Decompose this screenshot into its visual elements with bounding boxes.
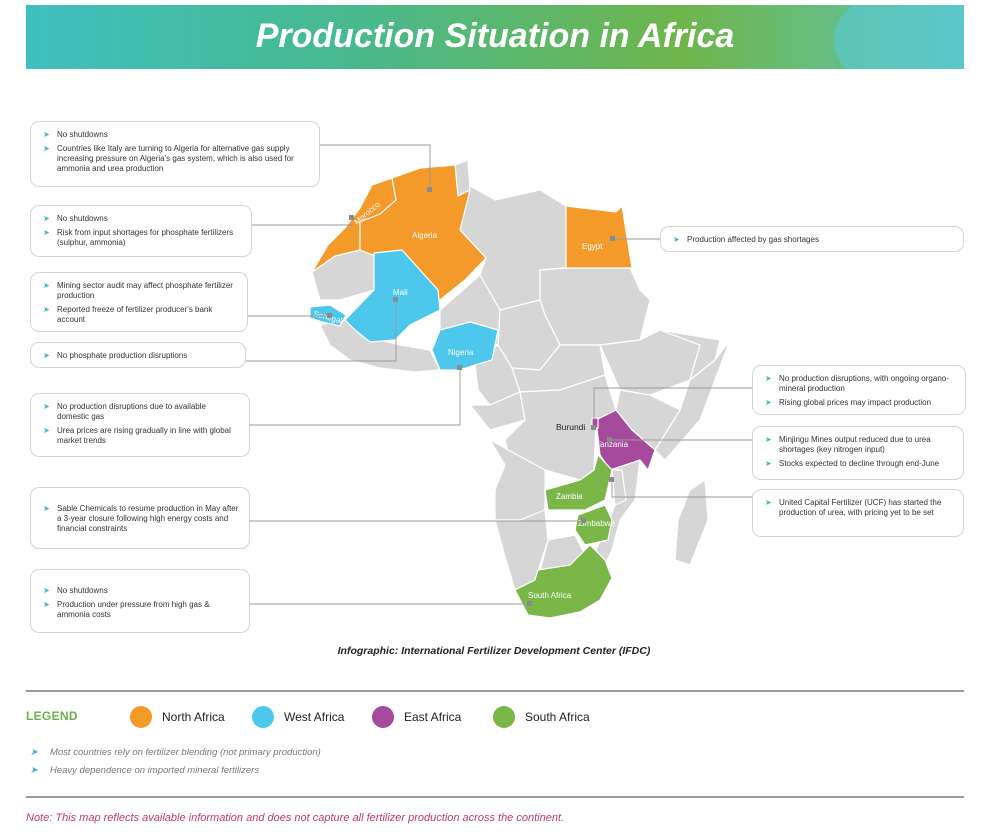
- callout-item: ➤ No production disruptions, with ongoing…: [765, 374, 949, 393]
- callout-item: ➤ Production affected by gas shortages: [673, 235, 819, 244]
- callout-zimbabwe: ➤ Sable Chemicals to resume production in…: [30, 487, 250, 549]
- bullet-arrow-icon: ➤: [43, 504, 50, 513]
- callout-senegal: ➤ Mining sector audit may affect phosphat…: [30, 272, 248, 332]
- country-mali: [344, 249, 441, 343]
- callout-zambia: ➤ United Capital Fertilizer (UCF) has sta…: [752, 489, 964, 537]
- other-countries: [311, 159, 731, 591]
- infographic-credit: Infographic: International Fertilizer De…: [337, 645, 651, 657]
- callout-item: ➤ No shutdowns: [43, 130, 108, 139]
- bullet-arrow-icon: ➤: [765, 459, 772, 468]
- country-nigeria: [431, 321, 499, 371]
- callout-item: ➤ No shutdowns: [43, 586, 108, 595]
- anchor-markers: [327, 187, 615, 606]
- callout-item: ➤ No production disruptions due to availa…: [43, 402, 206, 421]
- legend-swatch: [493, 706, 515, 728]
- legend-item-south-africa: South Africa: [493, 706, 590, 728]
- note-line-1: ➤ Most countries rely on fertilizer blend…: [30, 747, 321, 758]
- divider-top: [26, 690, 964, 692]
- country-egypt: [565, 205, 633, 269]
- label-tanzania: Tanzania: [596, 440, 629, 449]
- bullet-arrow-icon: ➤: [765, 498, 772, 507]
- bullet-arrow-icon: ➤: [43, 586, 50, 595]
- callout-mali: ➤ No phosphate production disruptions: [30, 342, 246, 368]
- label-south-africa: South Africa: [528, 591, 572, 600]
- callout-item: ➤ Stocks expected to decline through end-…: [765, 459, 940, 468]
- bullet-arrow-icon: ➤: [30, 747, 38, 758]
- callout-item: ➤ Rising global prices may impact product…: [765, 398, 932, 407]
- label-zambia: Zambia: [556, 492, 583, 501]
- leader-lines: [246, 144, 752, 605]
- title-banner: Production Situation in Africa: [26, 5, 964, 69]
- callout-item: ➤ Production under pressure from high gas…: [43, 600, 210, 619]
- bullet-arrow-icon: ➤: [765, 374, 772, 383]
- callout-item: ➤ Reported freeze of fertilizer producer'…: [43, 305, 213, 324]
- country-sudan: [539, 267, 651, 346]
- bullet-arrow-icon: ➤: [43, 214, 50, 223]
- legend-item-north-africa: North Africa: [130, 706, 225, 728]
- callout-item: ➤ No shutdowns: [43, 214, 108, 223]
- bullet-arrow-icon: ➤: [30, 765, 38, 776]
- callout-nigeria: ➤ No production disruptions due to availa…: [30, 393, 250, 457]
- label-burundi: Burundi: [556, 422, 585, 432]
- bullet-arrow-icon: ➤: [43, 305, 50, 314]
- label-zimbabwe: Zimbabwe: [578, 519, 615, 528]
- callout-item: ➤ Risk from input shortages for phosphate…: [43, 228, 234, 247]
- divider-bottom: [26, 796, 964, 798]
- callout-egypt: ➤ Production affected by gas shortages: [660, 226, 964, 252]
- bullet-arrow-icon: ➤: [43, 402, 50, 411]
- bullet-arrow-icon: ➤: [43, 426, 50, 435]
- legend-swatch: [130, 706, 152, 728]
- bullet-arrow-icon: ➤: [673, 235, 680, 244]
- page-title: Production Situation in Africa: [255, 17, 735, 55]
- highlighted-countries: [309, 164, 656, 619]
- country-madagascar: [674, 479, 709, 566]
- bullet-arrow-icon: ➤: [43, 228, 50, 237]
- label-mali: Mali: [393, 288, 408, 297]
- legend-swatch: [252, 706, 274, 728]
- callout-item: ➤ Countries like Italy are turning to Alg…: [43, 144, 294, 173]
- country-namibia: [494, 509, 549, 591]
- bullet-arrow-icon: ➤: [43, 600, 50, 609]
- note-line-2: ➤ Heavy dependence on imported mineral fe…: [30, 765, 260, 776]
- country-south-africa: [514, 544, 613, 619]
- legend-item-east-africa: East Africa: [372, 706, 461, 728]
- footer-note: Note: This map reflects available inform…: [26, 812, 565, 824]
- callout-algeria: ➤ No shutdowns ➤ Countries like Italy are …: [30, 121, 320, 187]
- bullet-arrow-icon: ➤: [765, 398, 772, 407]
- legend-heading: LEGEND: [26, 709, 78, 723]
- callout-south-africa: ➤ No shutdowns ➤ Production under pressure…: [30, 569, 250, 633]
- callout-item: ➤ Minjingu Mines output reduced due to ur…: [765, 435, 931, 454]
- callout-item: ➤ Urea prices are rising gradually in lin…: [43, 426, 231, 445]
- callout-burundi: ➤ No production disruptions, with ongoing…: [752, 365, 966, 415]
- country-zimbabwe: [574, 504, 613, 546]
- label-egypt: Egypt: [582, 242, 603, 251]
- bullet-arrow-icon: ➤: [765, 435, 772, 444]
- legend-item-west-africa: West Africa: [252, 706, 344, 728]
- bullet-arrow-icon: ➤: [43, 351, 50, 360]
- bullet-arrow-icon: ➤: [43, 130, 50, 139]
- label-nigeria: Nigeria: [448, 348, 474, 357]
- callout-tanzania: ➤ Minjingu Mines output reduced due to ur…: [752, 426, 964, 480]
- callout-item: ➤ United Capital Fertilizer (UCF) has sta…: [765, 498, 942, 517]
- bullet-arrow-icon: ➤: [43, 281, 50, 290]
- callout-item: ➤ Sable Chemicals to resume production in…: [43, 504, 239, 533]
- legend-swatch: [372, 706, 394, 728]
- label-algeria: Algeria: [412, 231, 437, 240]
- country-malawi: [611, 469, 627, 506]
- callout-morocco: ➤ No shutdowns ➤ Risk from input shortages…: [30, 205, 252, 257]
- callout-item: ➤ Mining sector audit may affect phosphat…: [43, 281, 233, 300]
- bullet-arrow-icon: ➤: [43, 144, 50, 153]
- country-zambia: [544, 454, 613, 511]
- callout-item: ➤ No phosphate production disruptions: [43, 351, 188, 360]
